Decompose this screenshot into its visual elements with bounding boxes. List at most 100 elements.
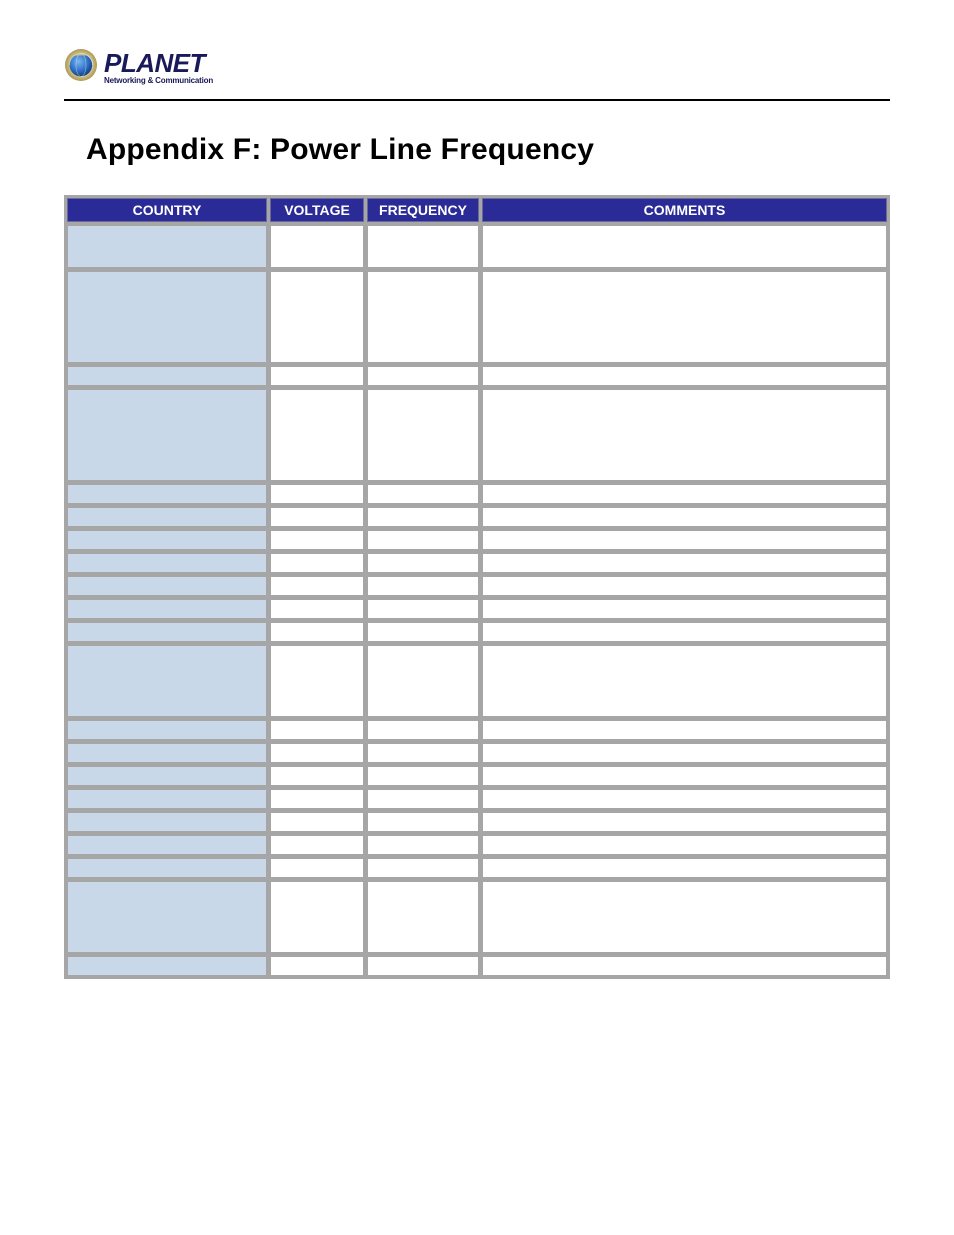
cell-frequency — [367, 645, 479, 717]
table-row — [67, 271, 887, 363]
page-title: Appendix F: Power Line Frequency — [86, 133, 890, 167]
cell-frequency — [367, 881, 479, 953]
cell-country — [67, 576, 267, 596]
cell-voltage — [270, 484, 364, 504]
cell-comments — [482, 530, 887, 550]
cell-voltage — [270, 599, 364, 619]
cell-voltage — [270, 271, 364, 363]
cell-country — [67, 645, 267, 717]
table-row — [67, 622, 887, 642]
cell-comments — [482, 622, 887, 642]
table-row — [67, 553, 887, 573]
cell-voltage — [270, 389, 364, 481]
cell-comments — [482, 553, 887, 573]
cell-frequency — [367, 720, 479, 740]
cell-country — [67, 622, 267, 642]
cell-frequency — [367, 766, 479, 786]
globe-icon — [64, 48, 98, 87]
cell-country — [67, 858, 267, 878]
cell-voltage — [270, 530, 364, 550]
table-row — [67, 881, 887, 953]
cell-country — [67, 789, 267, 809]
cell-comments — [482, 743, 887, 763]
table-row — [67, 789, 887, 809]
cell-country — [67, 812, 267, 832]
cell-country — [67, 599, 267, 619]
cell-comments — [482, 389, 887, 481]
cell-voltage — [270, 622, 364, 642]
cell-voltage — [270, 812, 364, 832]
cell-comments — [482, 881, 887, 953]
cell-comments — [482, 271, 887, 363]
cell-frequency — [367, 956, 479, 976]
cell-comments — [482, 956, 887, 976]
cell-voltage — [270, 789, 364, 809]
logo-sub-text: Networking & Communication — [104, 77, 213, 85]
cell-country — [67, 766, 267, 786]
logo: PLANET Networking & Communication — [64, 48, 890, 87]
table-row — [67, 812, 887, 832]
table-row — [67, 576, 887, 596]
cell-comments — [482, 225, 887, 268]
cell-comments — [482, 812, 887, 832]
col-header-country: COUNTRY — [67, 198, 267, 222]
cell-voltage — [270, 858, 364, 878]
logo-main-text: PLANET — [104, 50, 213, 76]
cell-comments — [482, 789, 887, 809]
cell-frequency — [367, 743, 479, 763]
cell-frequency — [367, 835, 479, 855]
cell-country — [67, 530, 267, 550]
table-row — [67, 956, 887, 976]
table-row — [67, 858, 887, 878]
cell-frequency — [367, 789, 479, 809]
col-header-voltage: VOLTAGE — [270, 198, 364, 222]
cell-country — [67, 389, 267, 481]
cell-comments — [482, 835, 887, 855]
cell-frequency — [367, 530, 479, 550]
cell-country — [67, 271, 267, 363]
table-row — [67, 720, 887, 740]
table-row — [67, 743, 887, 763]
table-row — [67, 645, 887, 717]
cell-voltage — [270, 645, 364, 717]
logo-text: PLANET Networking & Communication — [104, 50, 213, 85]
cell-country — [67, 720, 267, 740]
cell-comments — [482, 576, 887, 596]
table-row — [67, 766, 887, 786]
cell-country — [67, 835, 267, 855]
col-header-comments: COMMENTS — [482, 198, 887, 222]
cell-comments — [482, 507, 887, 527]
cell-frequency — [367, 812, 479, 832]
cell-comments — [482, 766, 887, 786]
cell-country — [67, 484, 267, 504]
cell-country — [67, 366, 267, 386]
cell-frequency — [367, 553, 479, 573]
page: PLANET Networking & Communication Append… — [0, 0, 954, 1039]
cell-voltage — [270, 835, 364, 855]
cell-country — [67, 956, 267, 976]
table-row — [67, 530, 887, 550]
table-row — [67, 599, 887, 619]
cell-country — [67, 743, 267, 763]
cell-frequency — [367, 576, 479, 596]
cell-frequency — [367, 389, 479, 481]
cell-comments — [482, 366, 887, 386]
cell-comments — [482, 599, 887, 619]
cell-country — [67, 553, 267, 573]
table-row — [67, 835, 887, 855]
cell-country — [67, 225, 267, 268]
col-header-frequency: FREQUENCY — [367, 198, 479, 222]
cell-frequency — [367, 858, 479, 878]
cell-frequency — [367, 599, 479, 619]
cell-voltage — [270, 225, 364, 268]
cell-voltage — [270, 366, 364, 386]
table-header-row: COUNTRY VOLTAGE FREQUENCY COMMENTS — [67, 198, 887, 222]
cell-frequency — [367, 622, 479, 642]
cell-voltage — [270, 720, 364, 740]
cell-frequency — [367, 507, 479, 527]
table-row — [67, 389, 887, 481]
cell-frequency — [367, 484, 479, 504]
cell-voltage — [270, 576, 364, 596]
cell-country — [67, 881, 267, 953]
cell-voltage — [270, 766, 364, 786]
